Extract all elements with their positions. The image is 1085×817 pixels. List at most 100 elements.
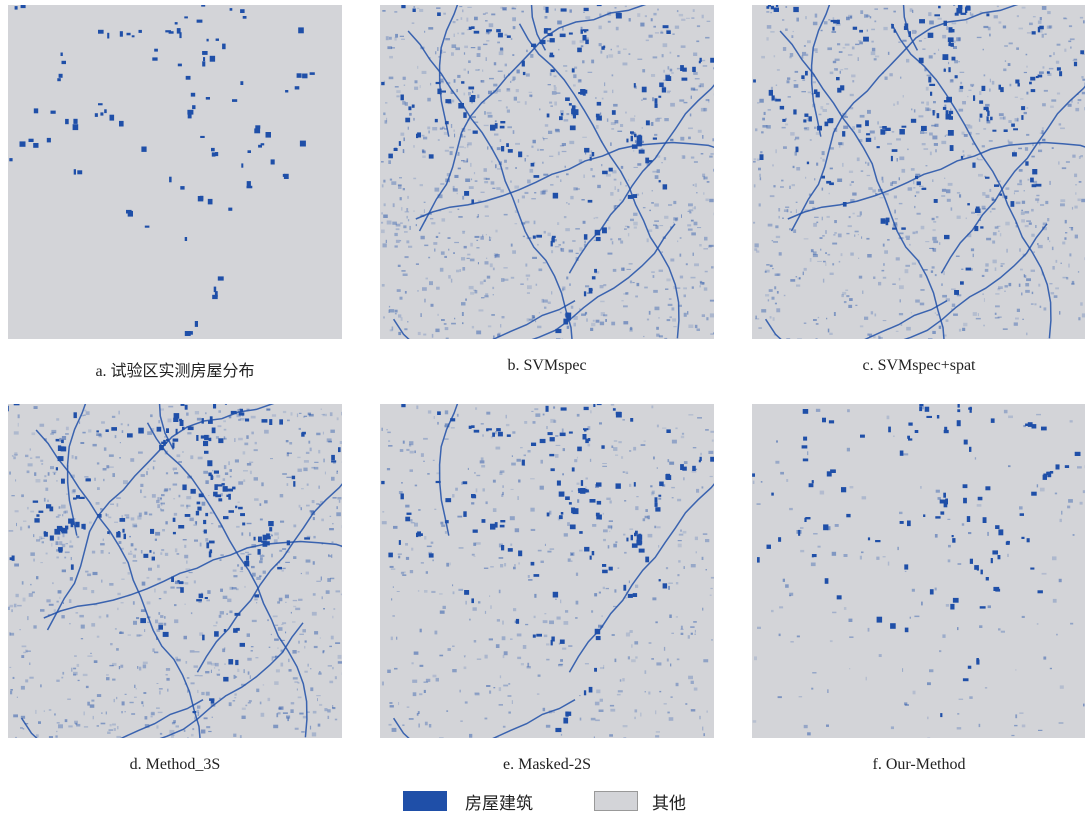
map-noise [517, 459, 521, 462]
map-noise [457, 516, 462, 518]
map-building [952, 29, 954, 32]
map-noise [462, 267, 465, 271]
map-noise [387, 46, 392, 49]
map-noise [461, 160, 465, 161]
map-building [258, 537, 262, 543]
map-noise [600, 51, 602, 54]
map-noise [905, 704, 909, 706]
map-noise [467, 254, 470, 256]
map-noise [985, 687, 987, 688]
map-building [531, 44, 536, 47]
map-noise [504, 75, 505, 79]
map-noise [1011, 735, 1014, 736]
map-noise [194, 540, 198, 542]
map-noise [274, 639, 279, 641]
map-noise [770, 316, 772, 318]
map-building [911, 119, 916, 123]
map-building [198, 196, 204, 201]
map-noise [696, 41, 699, 43]
map-building [394, 148, 398, 151]
map-noise [510, 639, 513, 640]
map-building [100, 112, 103, 115]
map-noise [1025, 225, 1029, 227]
map-noise [799, 696, 803, 697]
map-building [445, 99, 451, 103]
map-noise [597, 185, 601, 188]
map-noise [667, 712, 669, 714]
map-building [663, 25, 669, 28]
map-noise [15, 510, 19, 512]
map-noise [1019, 248, 1021, 251]
map-noise [283, 712, 288, 714]
map-building [57, 78, 61, 81]
map-noise [657, 425, 659, 428]
map-noise [121, 423, 123, 425]
map-noise [90, 653, 92, 654]
map-building [560, 34, 566, 38]
map-noise [433, 242, 437, 245]
map-noise [606, 174, 611, 177]
map-noise [1047, 218, 1049, 221]
map-building [33, 143, 38, 148]
map-noise [897, 547, 899, 550]
map-noise [540, 149, 544, 150]
map-building [655, 503, 658, 507]
map-noise [557, 222, 559, 225]
map-noise [947, 519, 950, 520]
map-noise [935, 149, 937, 152]
map-noise [476, 331, 481, 335]
map-building [946, 97, 952, 103]
map-noise [942, 189, 946, 192]
map-noise [611, 322, 615, 326]
map-noise [667, 659, 669, 662]
map-noise [32, 432, 36, 435]
map-noise [40, 609, 45, 612]
map-noise [796, 18, 799, 22]
map-noise [611, 404, 614, 405]
map-noise [310, 448, 312, 452]
map-noise [508, 695, 512, 696]
map-noise [585, 16, 590, 19]
map-building [65, 526, 68, 530]
map-noise [384, 203, 386, 206]
map-building [463, 511, 466, 517]
map-building [594, 668, 597, 672]
map-noise [590, 155, 591, 156]
map-noise [251, 416, 256, 419]
map-noise [1029, 222, 1032, 224]
map-noise [1020, 269, 1023, 271]
map-building [223, 677, 228, 682]
map-building [637, 141, 642, 145]
map-panel [8, 5, 342, 339]
map-noise [459, 146, 464, 148]
map-noise [240, 553, 244, 554]
map-noise [688, 325, 693, 329]
map-noise [937, 314, 939, 316]
map-noise [626, 633, 630, 637]
map-building [926, 416, 932, 418]
map-building [188, 331, 193, 335]
map-noise [796, 202, 798, 203]
panel-caption: a. 试验区实测房屋分布 [8, 357, 342, 381]
map-noise [694, 161, 698, 162]
map-noise [611, 122, 616, 125]
map-building [500, 121, 505, 123]
map-noise [386, 36, 389, 40]
map-noise [146, 471, 148, 475]
map-building [184, 16, 188, 18]
map-noise [488, 115, 493, 118]
map-noise [64, 557, 66, 559]
map-building [891, 156, 893, 161]
map-noise [517, 657, 521, 659]
map-noise [768, 109, 771, 110]
map-noise [62, 514, 63, 516]
map-noise [306, 452, 310, 454]
map-noise [424, 536, 426, 540]
map-building [298, 27, 304, 33]
map-noise [139, 667, 141, 671]
map-noise [322, 651, 324, 654]
map-noise [884, 250, 888, 254]
map-noise [424, 590, 428, 593]
map-noise [1056, 61, 1059, 64]
map-noise [635, 585, 638, 588]
